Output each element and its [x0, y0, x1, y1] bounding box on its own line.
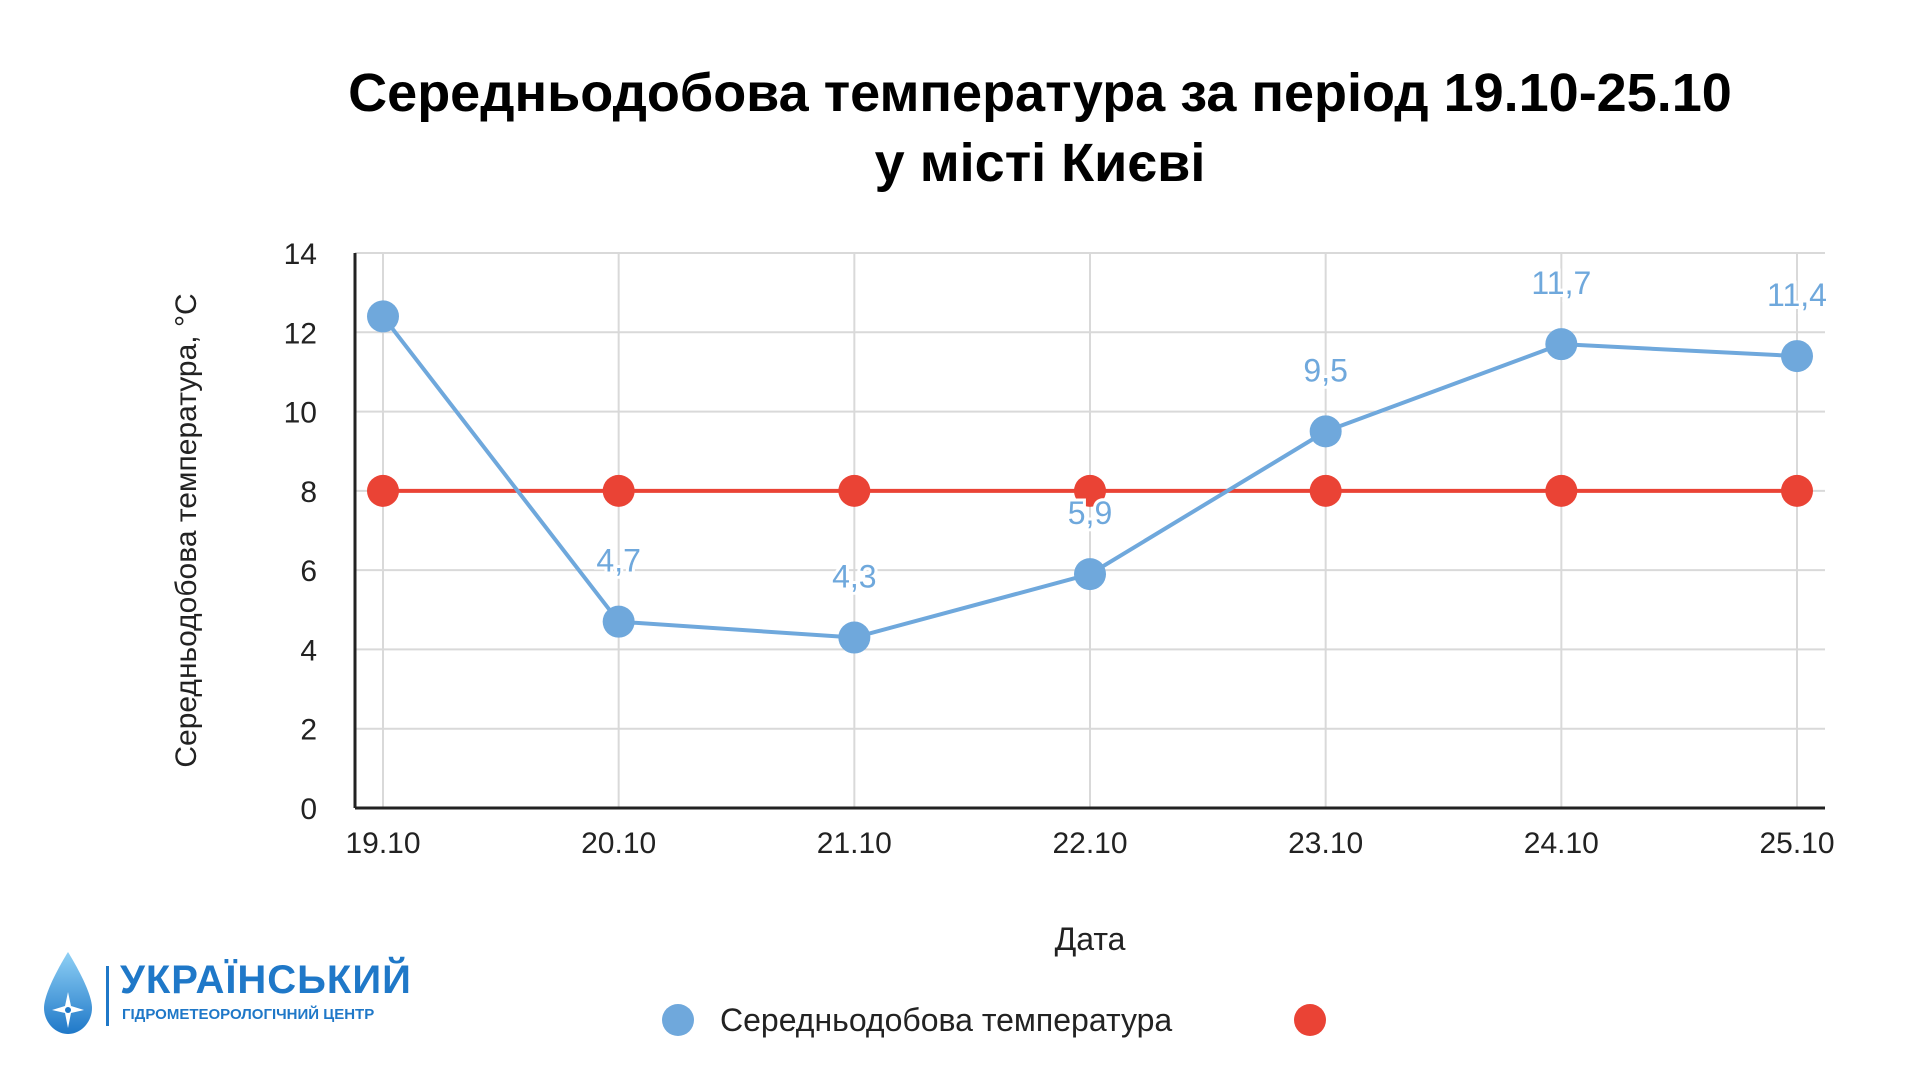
chart-title-line-1: Середньодобова температура за період 19.…: [348, 63, 1732, 123]
y-tick-label: 12: [284, 317, 317, 350]
x-tick-label: 20.10: [581, 827, 656, 860]
chart-title: Середньодобова температура за період 19.…: [290, 58, 1790, 198]
y-axis-label: Середньодобова температура, °С: [170, 293, 203, 767]
data-labels: 4,7 4,3 5,9 9,5 11,7 11,4: [593, 262, 1830, 597]
legend-marker-series-1: [1294, 1004, 1326, 1036]
logo-subtitle: ГІДРОМЕТЕОРОЛОГІЧНИЙ ЦЕНТР: [122, 1006, 375, 1023]
series-0-point: [1074, 558, 1106, 591]
series-1-point: [1781, 474, 1813, 507]
logo-divider: [106, 966, 109, 1026]
series-0-point: [367, 300, 399, 333]
logo-name: УКРАЇНСЬКИЙ: [120, 958, 412, 1002]
logo: УКРАЇНСЬКИЙ ГІДРОМЕТЕОРОЛОГІЧНИЙ ЦЕНТР: [40, 950, 420, 1040]
data-label: 5,9: [1068, 495, 1112, 531]
series-0-point: [838, 621, 871, 654]
x-axis-ticks: 19.10 20.10 21.10 22.10 23.10 24.10 25.10: [345, 827, 1834, 860]
y-tick-label: 6: [300, 555, 317, 588]
x-tick-label: 21.10: [817, 827, 892, 860]
series-1-point: [602, 474, 635, 507]
y-tick-label: 14: [284, 238, 317, 271]
y-tick-label: 0: [300, 793, 317, 826]
series-0-point: [1309, 415, 1342, 448]
chart-legend: Середньодобова температура: [662, 1002, 1326, 1038]
x-tick-label: 19.10: [345, 827, 420, 860]
x-tick-label: 23.10: [1288, 827, 1363, 860]
series-0-point: [1545, 328, 1578, 361]
water-drop-compass-icon: [44, 952, 92, 1034]
series-1-point: [1309, 474, 1342, 507]
chart-axes: [353, 253, 1825, 810]
series-1-point: [1545, 474, 1578, 507]
data-label: 11,4: [1767, 277, 1827, 313]
legend-marker-series-0: [662, 1004, 694, 1036]
y-tick-label: 2: [300, 714, 317, 747]
y-tick-label: 8: [300, 476, 317, 509]
legend-label-series-0: Середньодобова температура: [720, 1002, 1172, 1038]
data-label: 9,5: [1303, 352, 1347, 388]
chart-series: [367, 300, 1813, 654]
x-tick-label: 25.10: [1759, 827, 1834, 860]
chart-title-line-2: у місті Києві: [874, 133, 1206, 193]
data-label: 4,3: [832, 559, 876, 595]
series-0-point: [1781, 340, 1813, 373]
series-1-point: [1074, 474, 1106, 507]
x-axis-label: Дата: [1055, 921, 1126, 957]
y-tick-label: 4: [300, 634, 317, 667]
data-label: 11,7: [1531, 265, 1591, 301]
series-0-point: [602, 605, 635, 638]
x-tick-label: 22.10: [1052, 827, 1127, 860]
y-tick-label: 10: [284, 397, 317, 430]
series-1-point: [838, 474, 871, 507]
y-axis-ticks: 0 2 4 6 8 10 12 14: [284, 238, 317, 826]
series-1-point: [367, 474, 399, 507]
x-tick-label: 24.10: [1524, 827, 1599, 860]
data-label: 4,7: [596, 543, 640, 579]
